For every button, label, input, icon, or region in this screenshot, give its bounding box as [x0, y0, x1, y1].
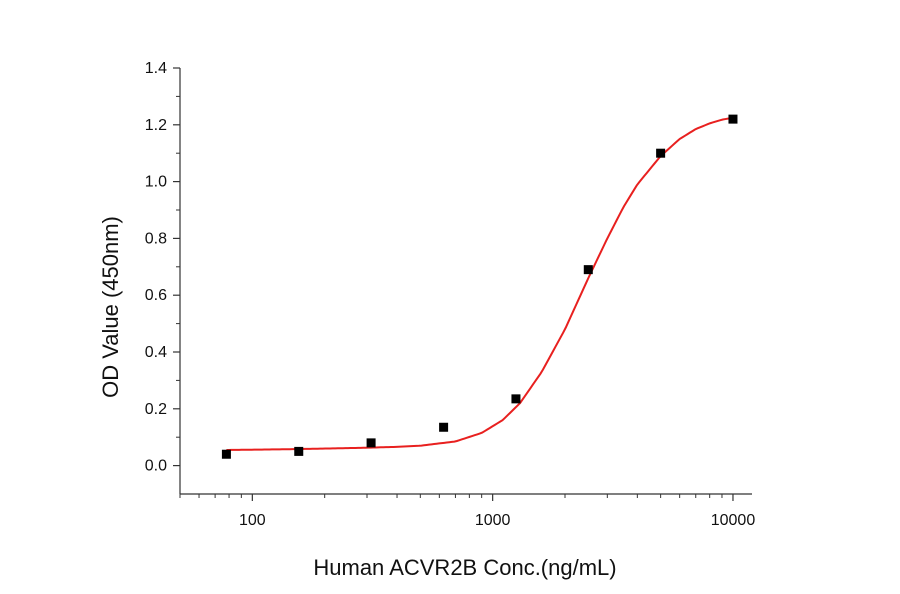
y-tick-label: 0.4: [145, 344, 167, 361]
fit-curve-layer: [226, 116, 734, 451]
data-point: [728, 114, 738, 124]
x-tick-label: 1000: [475, 512, 511, 529]
y-tick-label: 1.4: [145, 60, 167, 77]
y-tick-label: 1.0: [145, 174, 167, 191]
data-point: [366, 438, 376, 448]
axes: 0.0 0.2 0.4 0.6 0.8 1.0 1.2 1.4 100 1000 10000: [145, 60, 756, 529]
y-tick-label: 0.6: [145, 287, 167, 304]
y-tick-label: 1.2: [145, 117, 167, 134]
data-point: [221, 449, 231, 459]
x-axis-title: Human ACVR2B Conc.(ng/mL): [313, 555, 616, 580]
fit-curve-line: [226, 116, 734, 451]
x-tick-label: 10000: [711, 512, 756, 529]
data-point: [439, 422, 449, 432]
data-point: [294, 446, 304, 456]
data-point: [583, 265, 593, 275]
y-tick-label: 0.8: [145, 230, 167, 247]
x-tick-label: 100: [239, 512, 266, 529]
data-points-layer: [221, 114, 738, 459]
data-point: [511, 394, 521, 404]
data-point: [656, 148, 666, 158]
y-tick-label: 0.2: [145, 401, 167, 418]
y-axis-title: OD Value (450nm): [98, 216, 123, 398]
y-tick-label: 0.0: [145, 458, 167, 475]
